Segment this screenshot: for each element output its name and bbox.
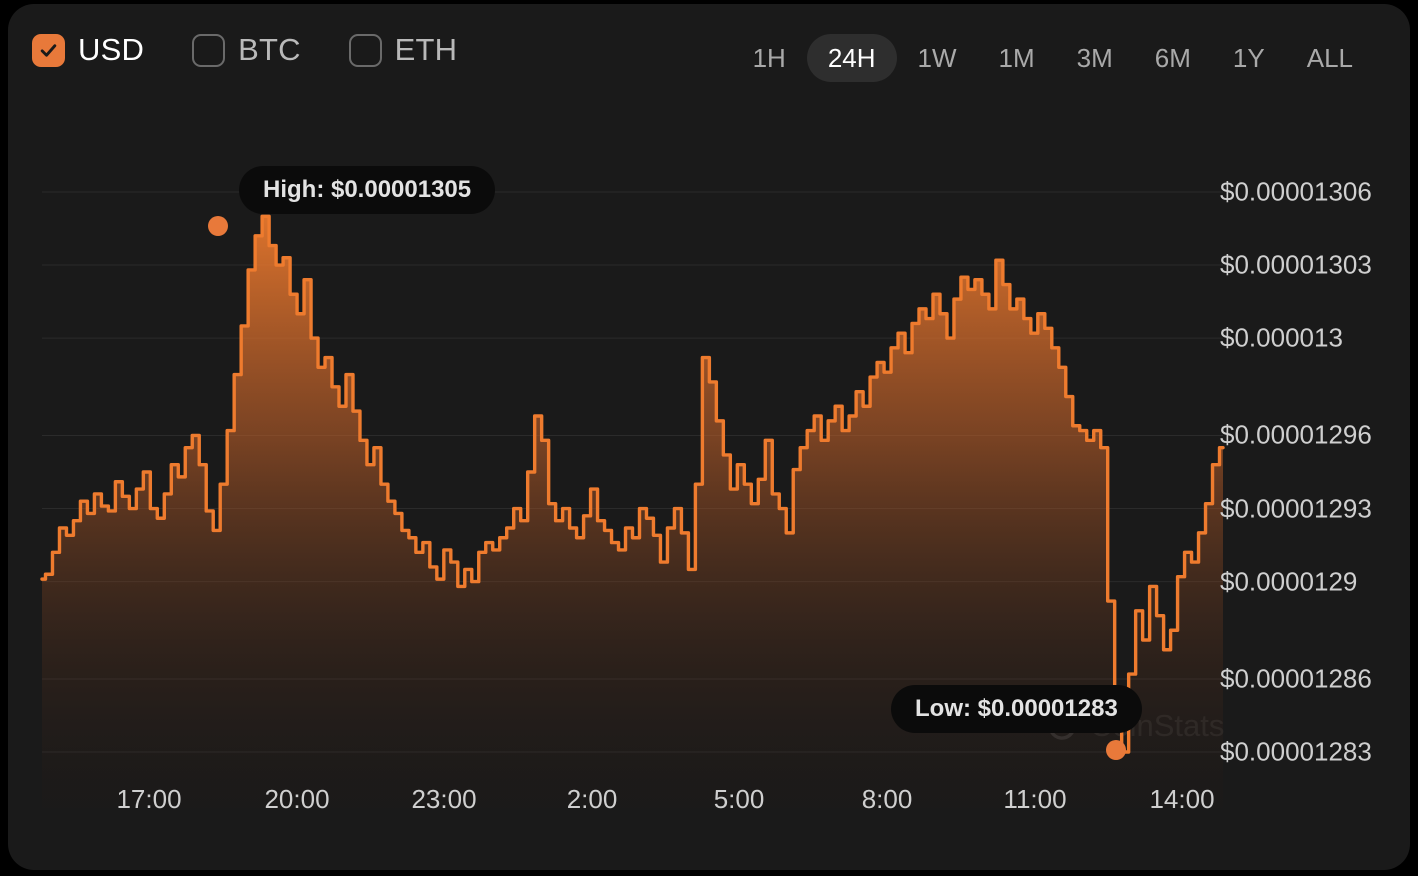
checkbox-unchecked-icon[interactable]	[192, 33, 226, 67]
range-tab-1m[interactable]: 1M	[998, 43, 1035, 73]
checkbox-unchecked-icon[interactable]	[348, 33, 382, 67]
y-axis-label-7: $0.00001283	[1220, 736, 1372, 767]
y-axis-label-6: $0.00001286	[1220, 663, 1372, 694]
x-axis-label-6: 11:00	[1003, 784, 1067, 814]
currency-label-eth: ETH	[394, 32, 458, 67]
y-axis-label-1: $0.00001303	[1220, 249, 1372, 280]
price-chart-area[interactable]: CoinStats $0.00001306$0.00001303$0.00001…	[8, 108, 1410, 870]
x-axis-label-7: 14:00	[1149, 784, 1215, 814]
low-price-tooltip: Low: $0.00001283	[891, 685, 1142, 733]
currency-option-usd[interactable]: USD	[32, 32, 144, 68]
low-marker-dot	[1106, 740, 1126, 760]
currency-option-eth[interactable]: ETH	[348, 32, 458, 68]
currency-label-btc: BTC	[238, 32, 301, 67]
price-chart-card: USD BTC ETH 1H 24H 1W 1M 3M 6M 1Y ALL	[8, 4, 1410, 870]
range-tab-3m[interactable]: 3M	[1076, 43, 1113, 73]
price-line	[40, 214, 1225, 754]
range-tab-1h[interactable]: 1H	[752, 43, 786, 73]
range-tab-6m[interactable]: 6M	[1154, 43, 1191, 73]
x-axis-label-3: 2:00	[566, 784, 618, 814]
high-marker-dot	[208, 216, 228, 236]
range-tab-all[interactable]: ALL	[1306, 43, 1353, 73]
y-axis-label-3: $0.00001296	[1220, 419, 1372, 450]
range-tab-1w[interactable]: 1W	[917, 43, 957, 73]
y-axis-label-5: $0.0000129	[1220, 566, 1358, 597]
high-price-tooltip: High: $0.00001305	[239, 166, 496, 214]
x-axis-label-1: 20:00	[264, 784, 330, 814]
currency-selector-group: USD BTC ETH	[32, 32, 505, 68]
x-axis-label-4: 5:00	[713, 784, 765, 814]
price-area-fill	[42, 216, 1223, 809]
currency-label-usd: USD	[78, 32, 145, 67]
checkbox-checked-icon[interactable]	[32, 33, 65, 67]
x-axis-label-2: 23:00	[411, 784, 477, 814]
y-axis-label-4: $0.00001293	[1220, 493, 1372, 524]
x-axis-label-5: 8:00	[861, 784, 913, 814]
y-axis-label-2: $0.000013	[1220, 322, 1343, 353]
range-tab-24h[interactable]: 24H	[806, 34, 897, 82]
chart-toolbar: USD BTC ETH 1H 24H 1W 1M 3M 6M 1Y ALL	[8, 4, 1410, 108]
time-range-tabs: 1H 24H 1W 1M 3M 6M 1Y ALL	[732, 34, 1374, 82]
x-axis-label-0: 17:00	[116, 784, 182, 814]
range-tab-1y[interactable]: 1Y	[1232, 43, 1265, 73]
price-series-plot	[40, 191, 1225, 809]
currency-option-btc[interactable]: BTC	[192, 32, 301, 68]
y-axis-label-0: $0.00001306	[1220, 176, 1372, 207]
